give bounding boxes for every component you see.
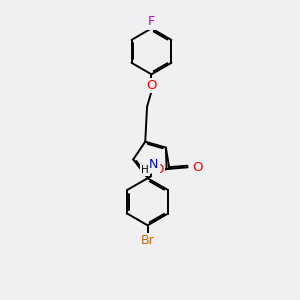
Text: H: H <box>141 165 149 175</box>
Text: F: F <box>148 15 155 28</box>
Text: Br: Br <box>141 234 154 247</box>
Text: O: O <box>192 161 202 174</box>
Text: N: N <box>149 158 158 172</box>
Text: O: O <box>153 163 164 176</box>
Text: O: O <box>146 79 157 92</box>
